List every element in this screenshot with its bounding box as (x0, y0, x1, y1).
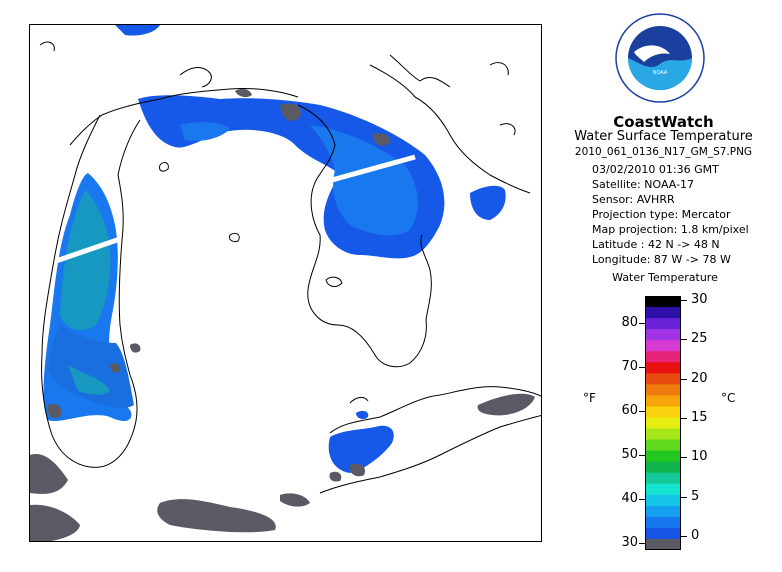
swath-gap (55, 154, 416, 264)
svg-text:NOAA: NOAA (653, 70, 668, 76)
celsius-tick-label: 30 (691, 292, 708, 307)
celsius-tick-mark (681, 457, 687, 459)
colorbar-swatch (645, 439, 681, 452)
colorbar-swatch (645, 428, 681, 441)
lake-huron-water (138, 95, 506, 259)
colorbar-swatch (645, 395, 681, 407)
colorbar-swatch (645, 450, 681, 463)
fahrenheit-tick-label: 60 (621, 403, 638, 418)
colorbar-swatch (645, 527, 681, 540)
celsius-tick-mark (681, 378, 687, 380)
longitude-range-label: Longitude: 87 W -> 78 W (592, 253, 731, 266)
map-projection-label: Map projection: 1.8 km/pixel (592, 223, 749, 236)
fahrenheit-tick-label: 40 (621, 491, 638, 506)
colorbar-swatch (645, 384, 681, 396)
lake-michigan-water (43, 173, 134, 422)
colorbar-swatch (645, 505, 681, 518)
fahrenheit-unit-label: °F (583, 391, 596, 405)
fahrenheit-tick-mark (639, 411, 645, 412)
noaa-logo: NOAA (615, 13, 705, 103)
celsius-unit-label: °C (721, 391, 736, 405)
celsius-tick-mark (681, 536, 687, 537)
colorbar-swatch (645, 340, 681, 352)
product-title: CoastWatch (613, 113, 714, 131)
legend-title: Water Temperature (612, 271, 718, 284)
cloud-cover (30, 88, 535, 541)
colorbar-swatch (645, 307, 681, 319)
celsius-tick-label: 10 (691, 449, 708, 465)
celsius-tick-mark (681, 339, 687, 341)
image-filename: 2010_061_0136_N17_GM_S7.PNG (574, 146, 753, 158)
satellite-map (29, 24, 542, 542)
fahrenheit-tick-label: 80 (621, 315, 638, 330)
colorbar-swatch (645, 417, 681, 430)
colorbar-swatch (645, 406, 681, 418)
colorbar-swatch (645, 318, 681, 330)
acquisition-datetime: 03/02/2010 01:36 GMT (592, 163, 719, 176)
temperature-colorbar (645, 296, 681, 550)
celsius-tick-label: 0 (691, 528, 700, 543)
latitude-range-label: Latitude : 42 N -> 48 N (592, 238, 720, 251)
celsius-tick-mark (681, 496, 687, 498)
fahrenheit-tick-mark (639, 543, 645, 544)
coastlines (39, 41, 541, 494)
fahrenheit-tick-mark (639, 455, 645, 456)
colorbar-border (645, 296, 681, 550)
lake-erie-water (328, 410, 394, 473)
sensor-label: Sensor: AVHRR (592, 193, 675, 206)
colorbar-swatch (645, 538, 681, 550)
top-edge-water (115, 25, 160, 36)
fahrenheit-tick-mark (639, 367, 645, 368)
colorbar-swatch (645, 472, 681, 485)
product-subtitle: Water Surface Temperature (574, 129, 753, 144)
projection-type-label: Projection type: Mercator (592, 208, 731, 221)
celsius-tick-label: 25 (691, 331, 708, 347)
celsius-tick-label: 20 (691, 370, 708, 386)
fahrenheit-tick-label: 30 (621, 535, 638, 550)
fahrenheit-tick-mark (639, 499, 645, 500)
celsius-tick-label: 15 (691, 410, 708, 425)
colorbar-swatch (645, 329, 681, 341)
satellite-label: Satellite: NOAA-17 (592, 178, 695, 191)
colorbar-swatch (645, 351, 681, 363)
colorbar-swatch (645, 516, 681, 529)
colorbar-swatch (645, 494, 681, 507)
colorbar-swatch (645, 362, 681, 374)
celsius-tick-mark (681, 300, 687, 301)
colorbar-swatch (645, 296, 681, 308)
colorbar-swatch (645, 461, 681, 474)
map-canvas (30, 25, 541, 541)
fahrenheit-tick-label: 50 (621, 447, 638, 462)
fahrenheit-tick-label: 70 (621, 359, 638, 374)
celsius-tick-mark (681, 418, 687, 419)
fahrenheit-tick-mark (639, 323, 645, 324)
celsius-tick-label: 5 (691, 488, 700, 504)
colorbar-swatch (645, 483, 681, 496)
colorbar-swatch (645, 373, 681, 385)
